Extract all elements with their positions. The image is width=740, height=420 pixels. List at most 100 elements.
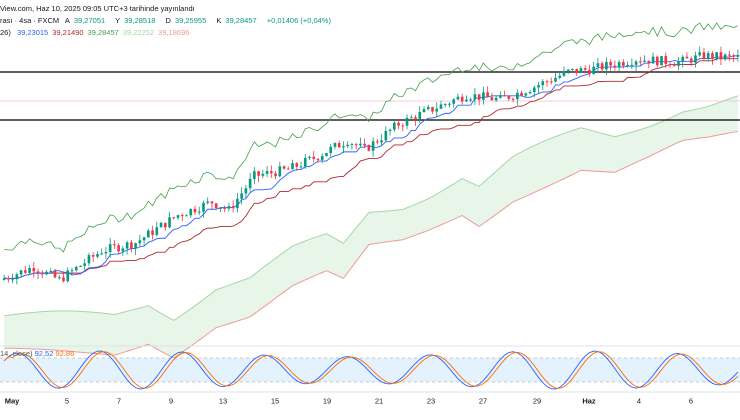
candle-body (532, 87, 536, 93)
candle (397, 119, 400, 130)
symbol-label: rası · 4sa · FXCM (0, 16, 60, 25)
x-tick-label: 13 (219, 397, 227, 406)
candle-body (172, 217, 176, 219)
candle (558, 72, 562, 80)
candle (240, 187, 243, 205)
candle-body (719, 52, 723, 59)
candle-body (295, 163, 299, 167)
candle (125, 240, 129, 255)
candle (108, 238, 112, 258)
candle-body (689, 58, 693, 63)
candle (664, 52, 668, 68)
candle (609, 59, 612, 71)
candle-body (681, 56, 685, 62)
candle-body (104, 251, 108, 254)
candle-body (155, 227, 159, 235)
stoch-d-line (3, 351, 739, 389)
candle (189, 208, 193, 218)
candle-body (698, 52, 702, 56)
candle (651, 52, 655, 64)
candle (465, 95, 468, 103)
candle-body (257, 171, 260, 176)
candle-body (571, 68, 574, 70)
candle (486, 86, 489, 98)
candle (549, 77, 553, 85)
candle-body (214, 203, 218, 209)
candle (2, 274, 6, 281)
candle (359, 137, 362, 148)
candle-body (558, 75, 562, 78)
candle-body (36, 271, 40, 273)
candle-body (511, 98, 515, 100)
candle (104, 246, 108, 259)
candle-body (418, 112, 422, 120)
candle (622, 59, 625, 69)
candle (702, 47, 706, 61)
candle (435, 102, 439, 117)
candle-body (113, 244, 116, 246)
candle (566, 69, 570, 75)
stoch-rsi-legend: 14, close) 92,52 92,86 (0, 349, 75, 358)
candle-body (494, 97, 498, 101)
candle-body (549, 81, 553, 83)
candle (617, 59, 621, 72)
candle-body (588, 69, 591, 75)
candle-body (566, 69, 570, 72)
candle (70, 267, 74, 276)
candle-body (583, 68, 587, 70)
candle (24, 265, 27, 274)
candle-body (176, 215, 180, 218)
candle-body (414, 117, 417, 120)
candle (694, 51, 697, 68)
candle (388, 128, 392, 136)
candle (121, 245, 125, 256)
candle-body (409, 117, 413, 119)
candle-body (70, 270, 74, 272)
candle-body (380, 140, 383, 143)
candle-body (647, 60, 651, 64)
candle (159, 221, 163, 228)
candle (57, 275, 61, 280)
candle (253, 167, 256, 185)
candle-body (384, 130, 388, 141)
candle-body (168, 217, 171, 228)
candle-body (108, 244, 112, 252)
candle-body (354, 144, 358, 146)
candle (210, 201, 214, 210)
candle-body (130, 242, 133, 249)
candle-body (528, 92, 532, 94)
candle-body (520, 92, 523, 96)
candle-body (142, 237, 146, 241)
time-axis: May 5 7 9 13 15 19 21 23 27 29 Haz 4 6 (0, 345, 740, 406)
candle (62, 271, 65, 283)
candle-body (579, 68, 583, 74)
low-value: D 39,25955 (165, 16, 207, 25)
publish-info: View.com, Haz 10, 2025 09:05 UTC+3 tarih… (0, 4, 195, 13)
candle-body (342, 146, 345, 148)
candle (643, 55, 646, 63)
candle-body (312, 156, 316, 159)
candlestick-series (2, 46, 740, 285)
x-tick-label: 27 (479, 397, 487, 406)
candle-body (723, 54, 727, 59)
candle-body (668, 63, 672, 66)
candle-body (308, 156, 311, 158)
candle-body (202, 202, 205, 212)
candle-body (469, 99, 472, 101)
candle (248, 172, 252, 192)
candle (660, 55, 663, 66)
candle (214, 202, 218, 210)
candle-body (325, 153, 328, 157)
candle-body (19, 270, 23, 275)
x-tick-label: 6 (689, 397, 693, 406)
candle-body (732, 55, 735, 57)
candle-body (253, 171, 256, 179)
candle-body (422, 109, 426, 113)
candle (719, 46, 723, 66)
candle (482, 86, 485, 105)
candle (40, 270, 44, 278)
x-tick-label: 9 (169, 397, 173, 406)
candle (401, 123, 405, 132)
